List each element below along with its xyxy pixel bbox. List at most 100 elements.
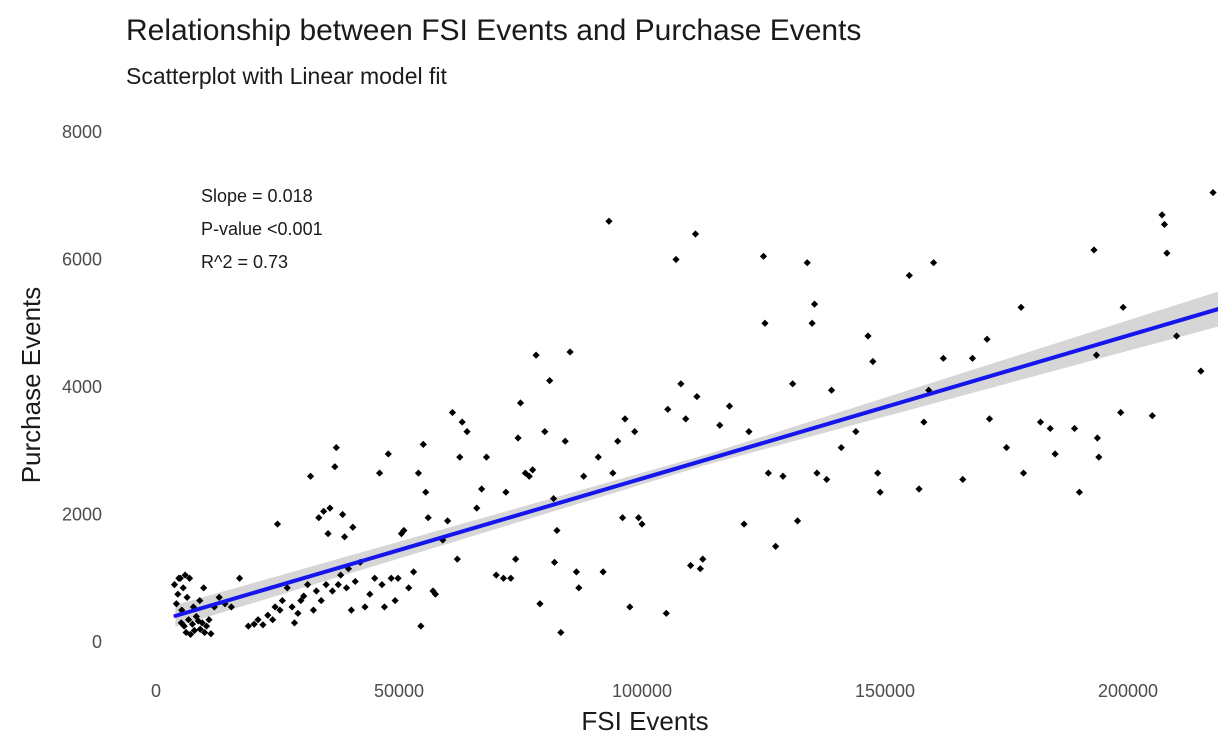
data-point xyxy=(172,600,181,608)
data-point xyxy=(532,351,540,359)
data-point xyxy=(546,377,554,385)
data-point xyxy=(837,443,845,452)
data-point xyxy=(529,466,537,474)
data-point xyxy=(1163,249,1171,257)
data-point xyxy=(566,348,574,356)
data-point xyxy=(414,469,423,477)
data-point xyxy=(463,428,471,436)
data-point xyxy=(207,630,215,638)
y-tick-label: 2000 xyxy=(62,505,102,525)
data-point xyxy=(244,622,252,630)
data-point xyxy=(278,596,286,605)
data-point xyxy=(549,494,558,503)
data-point xyxy=(1046,424,1054,433)
data-point xyxy=(761,319,769,327)
data-point xyxy=(682,415,690,423)
data-point xyxy=(541,428,549,436)
data-point xyxy=(309,606,318,614)
data-point xyxy=(580,472,588,480)
data-point xyxy=(273,520,282,528)
data-point xyxy=(920,418,928,426)
annotation-r2: R^2 = 0.73 xyxy=(201,252,288,272)
data-point xyxy=(939,354,947,362)
data-point xyxy=(618,514,627,522)
x-axis-tick-labels: 0 50000 100000 150000 200000 xyxy=(151,681,1158,701)
data-point xyxy=(1158,211,1166,219)
data-point xyxy=(283,584,291,592)
x-tick-label: 0 xyxy=(151,681,161,701)
data-point xyxy=(803,259,811,267)
chart-subtitle: Scatterplot with Linear model fit xyxy=(126,63,447,89)
data-point xyxy=(179,584,187,592)
x-tick-label: 200000 xyxy=(1098,681,1158,701)
data-point xyxy=(1119,303,1127,311)
data-point xyxy=(507,574,515,582)
data-point xyxy=(827,386,836,394)
data-point xyxy=(1148,412,1156,420)
data-point xyxy=(1117,408,1125,417)
x-axis-title: FSI Events xyxy=(581,706,708,736)
data-point xyxy=(687,561,695,570)
data-point xyxy=(740,520,748,528)
data-point xyxy=(525,472,533,480)
data-point xyxy=(254,616,262,624)
data-point xyxy=(1160,220,1169,229)
data-point xyxy=(312,587,320,595)
data-point xyxy=(473,504,481,512)
data-point xyxy=(677,380,685,388)
data-point xyxy=(672,255,680,264)
data-point xyxy=(180,622,188,630)
data-point xyxy=(458,418,466,426)
model-annotations: Slope = 0.018 P-value <0.001 R^2 = 0.73 xyxy=(201,186,323,272)
y-tick-label: 6000 xyxy=(62,250,102,270)
chart-title: Relationship between FSI Events and Purc… xyxy=(126,14,861,47)
data-point xyxy=(536,600,544,608)
data-point xyxy=(1002,443,1011,452)
data-point xyxy=(905,271,913,280)
data-point xyxy=(339,510,347,519)
data-point xyxy=(387,574,395,582)
data-point xyxy=(184,616,193,624)
data-point xyxy=(621,415,629,423)
data-point xyxy=(716,421,724,429)
data-point xyxy=(317,596,325,605)
data-point xyxy=(492,571,500,579)
data-point xyxy=(322,581,330,589)
y-axis-tick-labels: 0 2000 4000 6000 8000 xyxy=(62,122,102,652)
data-point xyxy=(808,319,816,327)
data-point xyxy=(662,609,670,617)
annotation-pvalue: P-value <0.001 xyxy=(201,219,323,239)
data-point xyxy=(290,619,299,627)
data-point xyxy=(276,606,284,614)
data-point xyxy=(394,574,402,582)
data-point xyxy=(294,609,302,617)
data-point xyxy=(419,440,427,448)
data-point xyxy=(202,622,211,630)
data-point xyxy=(196,596,204,605)
data-point xyxy=(725,402,734,410)
data-point xyxy=(300,592,308,600)
data-point xyxy=(514,434,522,442)
y-tick-label: 4000 xyxy=(62,377,102,397)
data-point xyxy=(915,485,923,493)
data-point xyxy=(328,587,337,595)
data-point xyxy=(391,596,399,605)
data-point xyxy=(186,630,195,638)
data-point xyxy=(448,408,457,417)
data-point xyxy=(1070,424,1079,433)
data-point xyxy=(331,463,339,471)
data-point xyxy=(772,542,780,550)
data-point xyxy=(175,574,183,582)
data-point xyxy=(269,616,277,624)
y-tick-label: 8000 xyxy=(62,122,102,142)
data-point xyxy=(1090,246,1098,254)
data-point xyxy=(1093,434,1101,442)
data-point xyxy=(334,581,342,589)
data-point xyxy=(869,357,877,366)
data-point xyxy=(512,555,520,563)
data-point xyxy=(1051,450,1059,458)
data-point xyxy=(250,620,258,628)
data-point xyxy=(1173,332,1181,340)
data-point xyxy=(342,584,351,592)
